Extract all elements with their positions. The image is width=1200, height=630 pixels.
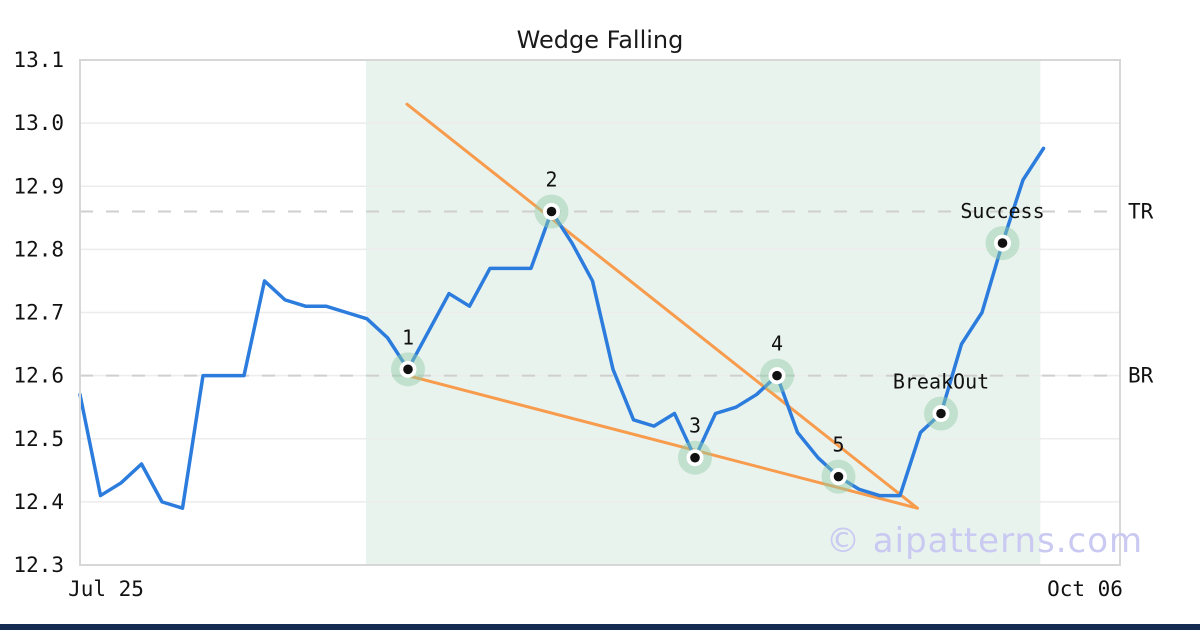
price-line bbox=[78, 146, 1046, 510]
level-label-br: BR bbox=[1128, 364, 1154, 388]
x-tick-label: Jul 25 bbox=[68, 577, 144, 601]
pattern-point-3-label: 3 bbox=[689, 414, 701, 438]
level-label-tr: TR bbox=[1128, 200, 1154, 224]
y-tick-label: 12.3 bbox=[13, 553, 64, 577]
y-tick-label: 12.5 bbox=[13, 427, 64, 451]
y-tick-label: 12.4 bbox=[13, 490, 64, 514]
pattern-point-success-label: Success bbox=[960, 199, 1044, 223]
pattern-point-1-label: 1 bbox=[402, 325, 414, 349]
y-tick-label: 12.7 bbox=[13, 301, 64, 325]
pattern-point-5-dot bbox=[833, 471, 844, 482]
plot-border bbox=[79, 59, 1121, 566]
pattern-point-2-dot bbox=[546, 206, 557, 217]
pattern-point-5-label: 5 bbox=[832, 433, 844, 457]
y-tick-label: 12.8 bbox=[13, 237, 64, 261]
pattern-point-breakout-label: BreakOut bbox=[893, 370, 989, 394]
y-tick-label: 12.9 bbox=[13, 174, 64, 198]
pattern-point-success-dot bbox=[997, 238, 1008, 248]
chart-title: Wedge Falling bbox=[516, 26, 684, 54]
watermark: © aipatterns.com bbox=[826, 521, 1144, 561]
pattern-point-2-label: 2 bbox=[545, 168, 557, 192]
pattern-point-3-dot bbox=[690, 452, 700, 463]
y-tick-label: 13.0 bbox=[13, 111, 64, 135]
pattern-point-4-dot bbox=[772, 370, 782, 381]
trendline-upper bbox=[405, 102, 919, 510]
pattern-point-breakout-dot bbox=[936, 408, 946, 419]
y-tick-label: 13.1 bbox=[13, 48, 64, 72]
trendline-lower bbox=[406, 374, 919, 510]
x-tick-label: Oct 06 bbox=[1047, 577, 1123, 601]
pattern-point-1-dot bbox=[403, 364, 413, 375]
footer-brand-bar bbox=[0, 624, 1200, 630]
pattern-point-4-label: 4 bbox=[771, 332, 783, 356]
y-tick-label: 12.6 bbox=[13, 364, 64, 388]
